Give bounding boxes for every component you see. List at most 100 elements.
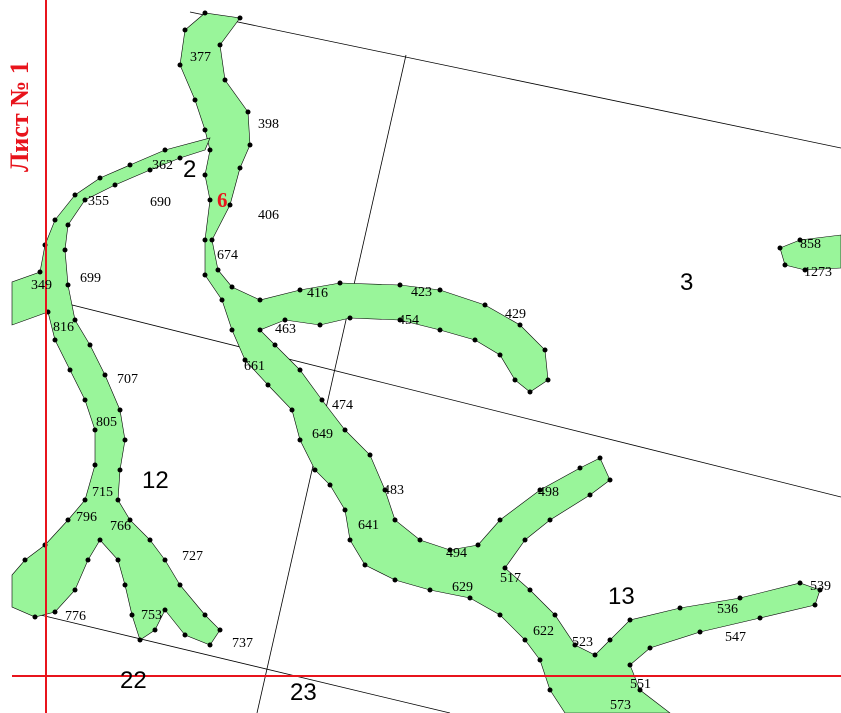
vertex-point [472,337,478,343]
zone-number: 2 [183,156,196,183]
vertex-point [782,262,788,268]
vertex-point [497,517,503,523]
vertex-point [207,147,213,153]
vertex-point [192,97,198,103]
vertex-point [397,282,403,288]
point-label: 423 [411,285,432,300]
vertex-point [65,517,71,523]
vertex-point [97,175,103,181]
vertex-point [122,582,128,588]
vertex-point [162,147,168,153]
vertex-point [245,109,251,115]
vertex-point [517,322,523,328]
vertex-point [392,517,398,523]
point-label: 406 [258,208,279,223]
vertex-point [257,327,263,333]
vertex-point [147,537,153,543]
zone-number: 3 [680,269,693,296]
vertex-point [115,557,121,563]
vertex-point [587,492,593,498]
point-label: 429 [505,307,526,322]
vertex-point [547,687,553,693]
vertex-point [112,182,118,188]
vertex-point [757,615,763,621]
vertex-point [152,627,158,633]
point-label: 523 [572,635,593,650]
vertex-point [272,342,278,348]
vertex-point [182,632,188,638]
vertex-point [319,397,325,403]
vertex-point [82,197,88,203]
vertex-point [229,284,235,290]
point-label: 551 [630,677,651,692]
vertex-point [242,357,248,363]
point-label: 699 [80,271,101,286]
vertex-point [737,595,743,601]
vertex-point [219,297,225,303]
vertex-point [289,407,295,413]
boundary-line [189,11,841,149]
point-label: 816 [53,320,74,335]
vertex-point [522,637,528,643]
point-label: 796 [76,510,97,525]
vertex-point [182,27,188,33]
vertex-point [97,537,103,543]
vertex-point [342,427,348,433]
vertex-point [342,507,348,513]
vertex-point [777,245,783,251]
vertex-point [362,562,368,568]
vertex-point [797,237,803,243]
point-label: 641 [358,518,379,533]
point-label: 536 [717,602,738,617]
point-label: 355 [88,194,109,209]
point-label: 649 [312,427,333,442]
vertex-point [317,322,323,328]
point-label: 622 [533,624,554,639]
point-label: 753 [141,608,162,623]
vertex-point [217,42,223,48]
point-label: 498 [538,485,559,500]
vertex-point [527,389,533,395]
vertex-point [597,455,603,461]
vertex-point [547,517,553,523]
vertex-point [115,497,121,503]
vertex-point [797,580,803,586]
point-label: 494 [446,546,467,561]
point-label: 661 [244,359,265,374]
vertex-point [265,382,271,388]
vertex-point [87,342,93,348]
point-label: 377 [190,50,211,65]
vertex-point [202,127,208,133]
vertex-point [227,202,233,208]
vertex-point [52,337,58,343]
point-label: 416 [307,286,328,301]
point-label: 483 [383,483,404,498]
vertex-point [82,497,88,503]
vertex-point [72,587,78,593]
vertex-point [92,462,98,468]
point-label: 805 [96,415,117,430]
zone-numbers: 2 3 12 13 22 23 [120,156,693,706]
vertex-point [92,427,98,433]
point-label: 463 [275,322,296,337]
vertex-point [537,657,543,663]
vertex-point [347,315,353,321]
vertex-point [32,614,38,620]
point-label: 1273 [804,265,832,280]
vertex-point [627,662,633,668]
grid-lines [11,11,841,713]
vertex-point [202,237,208,243]
vertex-point [447,547,453,553]
vertex-point [222,77,228,83]
point-label: 858 [800,237,821,252]
vertex-point [367,452,373,458]
vertex-point [647,645,653,651]
vertex-point [437,327,443,333]
vertex-point [545,377,551,383]
vertex-point [397,317,403,323]
vertex-point [497,352,503,358]
vertex-point [177,582,183,588]
vertex-point [497,612,503,618]
vertex-point [297,367,303,373]
